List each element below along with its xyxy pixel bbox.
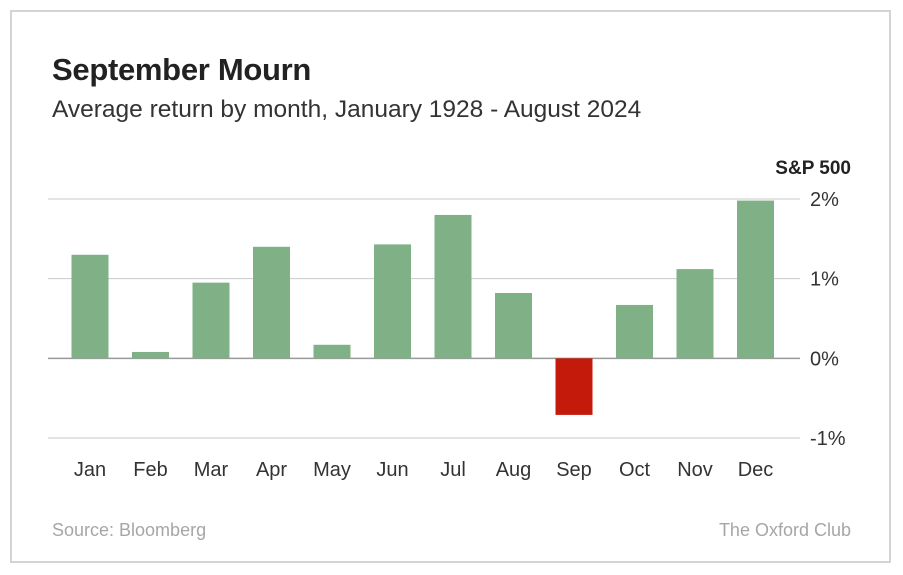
y-tick-label: 0%: [810, 348, 839, 370]
x-tick-label: Sep: [556, 459, 592, 481]
x-tick-label: Oct: [619, 459, 651, 481]
y-tick-label: 1%: [810, 269, 839, 291]
bar-sep: [555, 358, 593, 415]
source-note: Source: Bloomberg: [52, 520, 207, 540]
brand-name: The Oxford Club: [718, 520, 851, 540]
x-tick-label: May: [313, 459, 351, 481]
x-tick-label: Mar: [194, 459, 229, 481]
bar-jun: [374, 244, 411, 359]
x-tick-label: Dec: [738, 459, 774, 481]
bar-dec: [737, 200, 774, 359]
bar-mar: [192, 282, 230, 359]
x-tick-label: Feb: [133, 459, 167, 481]
series-label: S&P 500: [775, 158, 851, 179]
chart-title: September Mourn: [52, 52, 312, 87]
bar-may: [313, 344, 351, 359]
x-tick-label: Aug: [496, 459, 532, 481]
bar-apr: [253, 246, 290, 359]
bar-feb: [132, 351, 169, 359]
x-tick-label: Jul: [440, 459, 466, 481]
x-tick-label: Jun: [376, 459, 408, 481]
y-tick-label: 2%: [810, 189, 839, 211]
bar-jul: [434, 214, 472, 359]
x-tick-label: Nov: [677, 459, 713, 481]
y-tick-label: -1%: [810, 428, 846, 450]
chart-subtitle: Average return by month, January 1928 - …: [52, 96, 642, 123]
bar-aug: [495, 293, 532, 359]
bar-jan: [71, 254, 109, 359]
x-tick-label: Apr: [256, 459, 287, 481]
bar-nov: [676, 269, 714, 359]
bar-oct: [616, 304, 653, 359]
x-tick-label: Jan: [74, 459, 106, 481]
